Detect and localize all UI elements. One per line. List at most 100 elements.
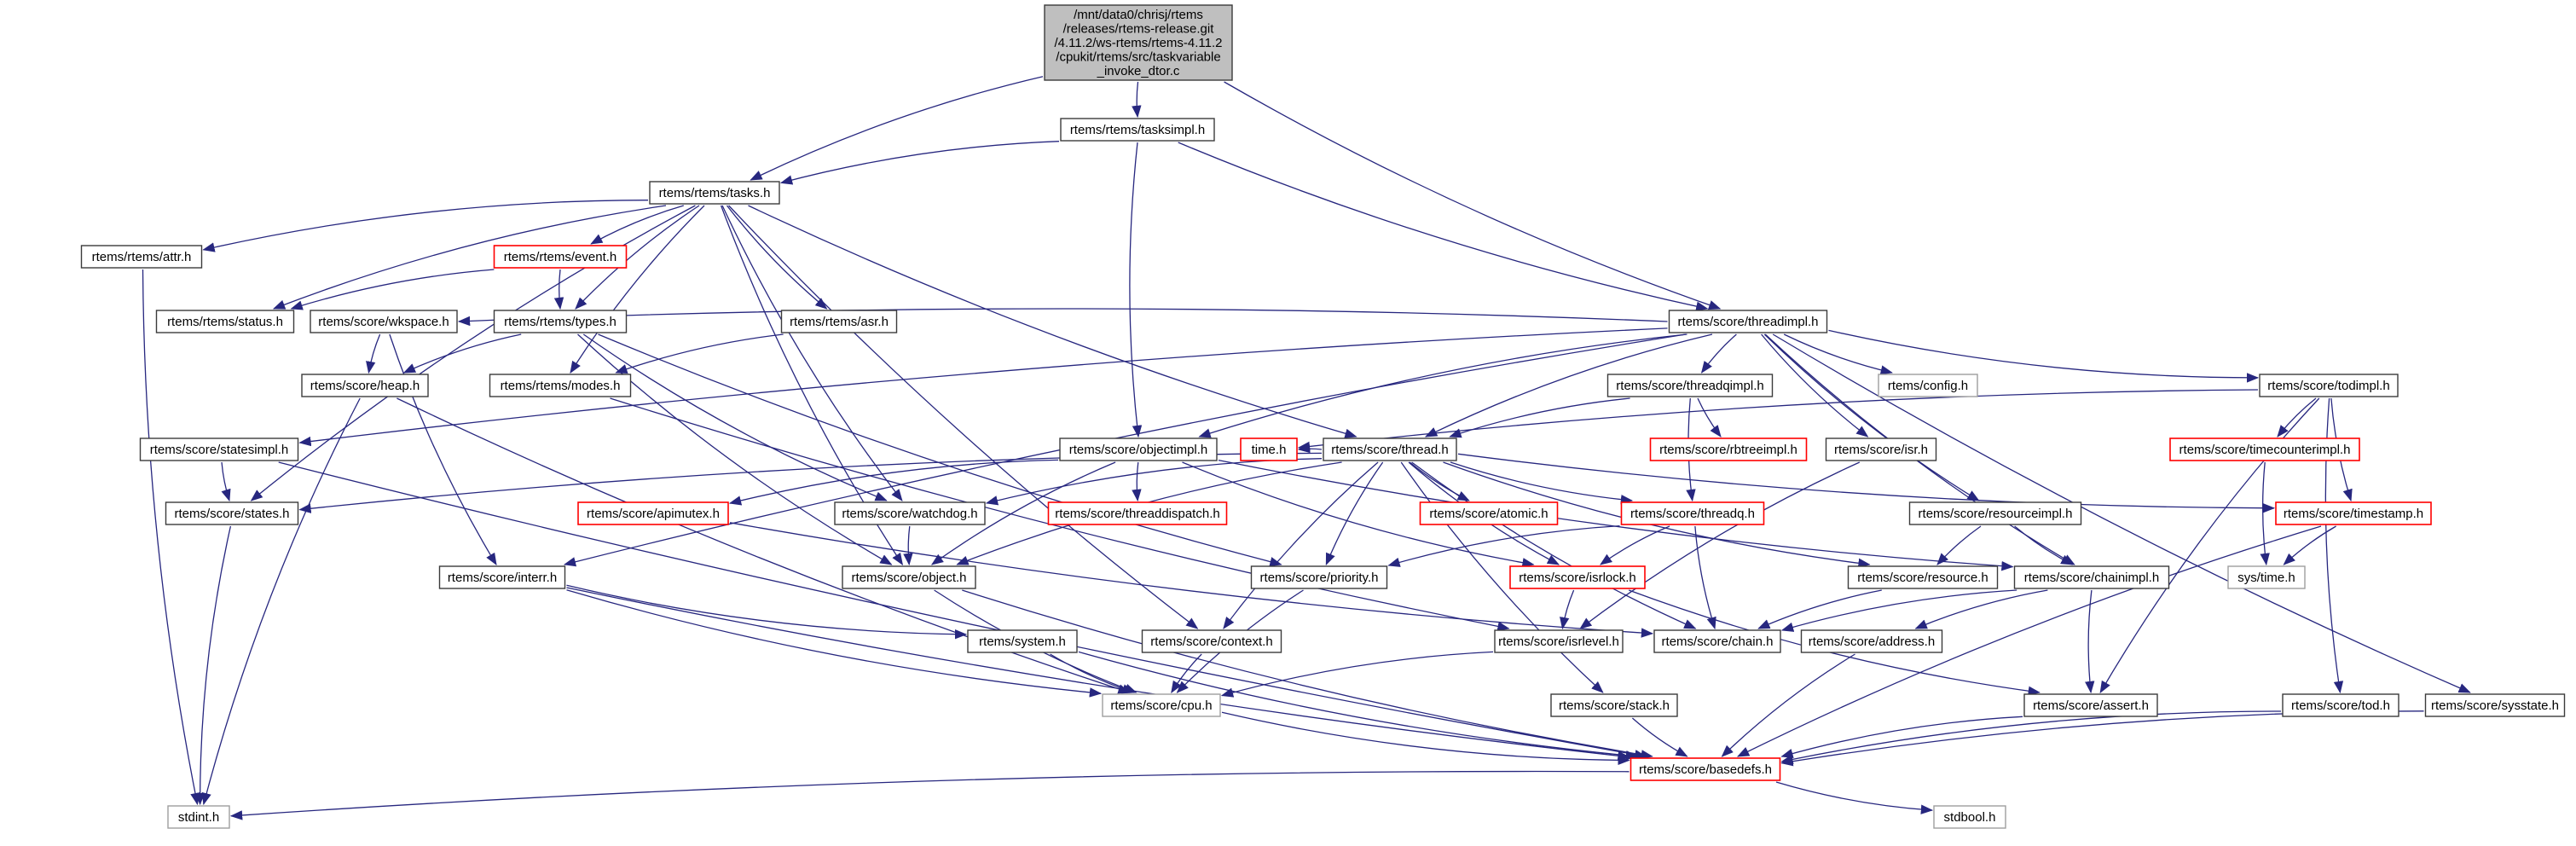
node-rbtreeimpl[interactable]: rtems/score/rbtreeimpl.h [1649, 437, 1808, 461]
node-box-threadimpl[interactable] [1668, 310, 1828, 333]
node-asr[interactable]: rtems/rtems/asr.h [780, 310, 898, 333]
node-address[interactable]: rtems/score/address.h [1800, 629, 1943, 653]
node-box-threadqimpl[interactable] [1606, 374, 1774, 397]
node-assert[interactable]: rtems/score/assert.h [2023, 693, 2158, 717]
node-threadimpl[interactable]: rtems/score/threadimpl.h [1668, 310, 1828, 333]
node-box-cpu[interactable] [1102, 693, 1221, 717]
node-chainimpl[interactable]: rtems/score/chainimpl.h [2013, 565, 2170, 589]
node-wkspace[interactable]: rtems/score/wkspace.h [310, 310, 458, 333]
node-system[interactable]: rtems/system.h [967, 629, 1078, 653]
node-tod[interactable]: rtems/score/tod.h [2282, 693, 2399, 717]
node-timecounterimpl[interactable]: rtems/score/timecounterimpl.h [2169, 437, 2360, 461]
node-box-atomic[interactable] [1419, 501, 1559, 525]
node-threadq[interactable]: rtems/score/threadq.h [1620, 501, 1765, 525]
node-box-apimutex[interactable] [577, 501, 729, 525]
node-watchdog[interactable]: rtems/score/watchdog.h [834, 501, 986, 525]
node-interr[interactable]: rtems/score/interr.h [438, 565, 566, 589]
node-box-stdint[interactable] [167, 805, 230, 829]
node-box-threadq[interactable] [1620, 501, 1765, 525]
node-chain[interactable]: rtems/score/chain.h [1653, 629, 1781, 653]
node-config[interactable]: rtems/config.h [1878, 374, 1978, 397]
node-box-asr[interactable] [780, 310, 898, 333]
node-status[interactable]: rtems/rtems/status.h [155, 310, 295, 333]
node-box-stdbool[interactable] [1933, 805, 2006, 829]
node-basedefs[interactable]: rtems/score/basedefs.h [1630, 757, 1781, 781]
node-tasksimpl[interactable]: rtems/rtems/tasksimpl.h [1060, 118, 1215, 142]
node-attr[interactable]: rtems/rtems/attr.h [80, 245, 203, 269]
node-box-timecounterimpl[interactable] [2169, 437, 2360, 461]
node-box-isr[interactable] [1825, 437, 1937, 461]
node-box-statesimpl[interactable] [139, 437, 299, 461]
node-box-isrlevel[interactable] [1494, 629, 1624, 653]
node-timestamp[interactable]: rtems/score/timestamp.h [2275, 501, 2432, 525]
node-box-event[interactable] [493, 245, 628, 269]
node-box-priority[interactable] [1250, 565, 1388, 589]
node-box-system[interactable] [967, 629, 1078, 653]
node-states[interactable]: rtems/score/states.h [165, 501, 299, 525]
node-box-tod[interactable] [2282, 693, 2399, 717]
node-box-timestamp[interactable] [2275, 501, 2432, 525]
node-statesimpl[interactable]: rtems/score/statesimpl.h [139, 437, 299, 461]
node-box-wkspace[interactable] [310, 310, 458, 333]
node-object[interactable]: rtems/score/object.h [842, 565, 976, 589]
node-box-time[interactable] [1240, 437, 1298, 461]
node-box-objectimpl[interactable] [1059, 437, 1218, 461]
node-box-modes[interactable] [489, 374, 632, 397]
edge-threadq-to-isrlock [1600, 525, 1670, 565]
node-isr[interactable]: rtems/score/isr.h [1825, 437, 1937, 461]
node-threadqimpl[interactable]: rtems/score/threadqimpl.h [1606, 374, 1774, 397]
node-context[interactable]: rtems/score/context.h [1141, 629, 1282, 653]
node-box-tasks[interactable] [649, 181, 780, 205]
node-box-stack[interactable] [1550, 693, 1678, 717]
node-isrlock[interactable]: rtems/score/isrlock.h [1509, 565, 1646, 589]
node-box-interr[interactable] [438, 565, 566, 589]
node-box-todimpl[interactable] [2259, 374, 2399, 397]
node-heap[interactable]: rtems/score/heap.h [301, 374, 429, 397]
node-box-sysstate[interactable] [2424, 693, 2566, 717]
node-box-isrlock[interactable] [1509, 565, 1646, 589]
node-cpu[interactable]: rtems/score/cpu.h [1102, 693, 1221, 717]
node-modes[interactable]: rtems/rtems/modes.h [489, 374, 632, 397]
node-box-config[interactable] [1878, 374, 1978, 397]
node-resource[interactable]: rtems/score/resource.h [1847, 565, 1999, 589]
node-box-thread[interactable] [1323, 437, 1457, 461]
node-resourceimpl[interactable]: rtems/score/resourceimpl.h [1908, 501, 2082, 525]
node-isrlevel[interactable]: rtems/score/isrlevel.h [1494, 629, 1624, 653]
node-stdbool[interactable]: stdbool.h [1933, 805, 2006, 829]
node-box-resourceimpl[interactable] [1908, 501, 2082, 525]
node-todimpl[interactable]: rtems/score/todimpl.h [2259, 374, 2399, 397]
node-box-status[interactable] [155, 310, 295, 333]
node-box-address[interactable] [1800, 629, 1943, 653]
node-threaddispatch[interactable]: rtems/score/threaddispatch.h [1047, 501, 1228, 525]
node-atomic[interactable]: rtems/score/atomic.h [1419, 501, 1559, 525]
node-apimutex[interactable]: rtems/score/apimutex.h [577, 501, 729, 525]
node-priority[interactable]: rtems/score/priority.h [1250, 565, 1388, 589]
node-box-states[interactable] [165, 501, 299, 525]
node-box-heap[interactable] [301, 374, 429, 397]
node-box-attr[interactable] [80, 245, 203, 269]
node-box-object[interactable] [842, 565, 976, 589]
node-box-assert[interactable] [2023, 693, 2158, 717]
node-box-resource[interactable] [1847, 565, 1999, 589]
node-box-tasksimpl[interactable] [1060, 118, 1215, 142]
node-box-basedefs[interactable] [1630, 757, 1781, 781]
node-box-chainimpl[interactable] [2013, 565, 2170, 589]
node-tasks[interactable]: rtems/rtems/tasks.h [649, 181, 780, 205]
node-sysstate[interactable]: rtems/score/sysstate.h [2424, 693, 2566, 717]
node-box-rbtreeimpl[interactable] [1649, 437, 1808, 461]
node-box-chain[interactable] [1653, 629, 1781, 653]
node-stack[interactable]: rtems/score/stack.h [1550, 693, 1678, 717]
node-box-context[interactable] [1141, 629, 1282, 653]
node-stdint[interactable]: stdint.h [167, 805, 230, 829]
node-thread[interactable]: rtems/score/thread.h [1323, 437, 1457, 461]
node-box-watchdog[interactable] [834, 501, 986, 525]
node-event[interactable]: rtems/rtems/event.h [493, 245, 628, 269]
node-objectimpl[interactable]: rtems/score/objectimpl.h [1059, 437, 1218, 461]
node-time[interactable]: time.h [1240, 437, 1298, 461]
edge-threadimpl-to-todimpl [1828, 329, 2260, 383]
node-types[interactable]: rtems/rtems/types.h [493, 310, 628, 333]
node-box-threaddispatch[interactable] [1047, 501, 1228, 525]
node-box-types[interactable] [493, 310, 628, 333]
node-systime[interactable]: sys/time.h [2227, 565, 2306, 589]
node-box-systime[interactable] [2227, 565, 2306, 589]
